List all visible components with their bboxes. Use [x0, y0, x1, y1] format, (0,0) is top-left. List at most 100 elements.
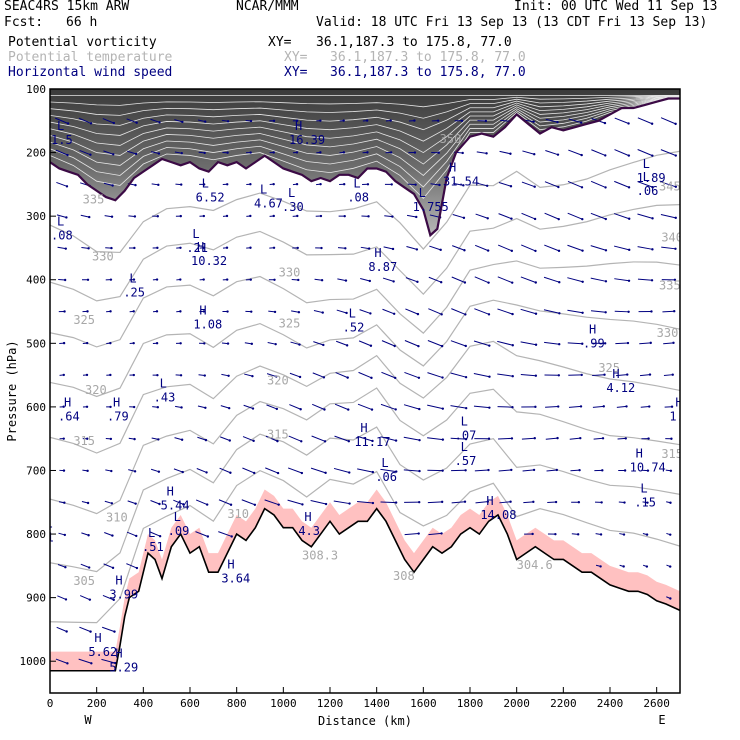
model-name: SEAC4RS 15km ARW — [4, 0, 130, 14]
wind-vector — [498, 182, 512, 187]
wind-vector — [474, 308, 490, 315]
wind-vector-head — [603, 342, 607, 345]
wind-vector — [428, 276, 442, 283]
wind-vector — [475, 501, 488, 504]
wind-vector-head — [367, 247, 371, 250]
wind-vector-head — [226, 342, 230, 345]
wind-vector-head — [366, 151, 369, 154]
wind-vector-head — [158, 121, 161, 124]
wind-vector-head — [272, 182, 275, 186]
wind-vector — [543, 309, 560, 314]
wind-vector — [637, 181, 653, 188]
wind-vector — [523, 501, 534, 504]
theta-contour-label: 340 — [661, 231, 683, 245]
extremum-value-label: .06 — [375, 470, 397, 484]
wind-vector-head — [272, 119, 276, 123]
wind-vector — [333, 500, 350, 505]
wind-vector-head — [511, 375, 514, 378]
terrain-outline — [50, 507, 680, 672]
wind-vector-head — [64, 598, 68, 601]
wind-vector-head — [464, 437, 468, 441]
wind-vector-head — [62, 437, 65, 440]
wind-vector-head — [532, 500, 535, 504]
wind-vector — [150, 500, 160, 505]
wind-vector — [79, 626, 91, 633]
extremum-kind-label: H — [113, 396, 120, 410]
wind-vector-head — [369, 312, 372, 315]
wind-vector-head — [626, 373, 629, 376]
wind-vector-head — [439, 281, 443, 284]
extremum-value-label: .07 — [455, 429, 477, 443]
wind-vector-head — [299, 408, 302, 411]
wind-vector — [474, 276, 489, 284]
wind-vector — [521, 437, 535, 440]
wind-vector — [103, 150, 114, 155]
wind-vector-head — [86, 278, 90, 281]
theta-contours — [50, 94, 680, 624]
wind-vector-head — [157, 470, 161, 473]
wind-vectors — [55, 117, 678, 665]
wind-vector-head — [273, 278, 276, 281]
wind-vector-head — [604, 249, 608, 252]
extremum-kind-label: L — [349, 307, 356, 321]
wind-vector-head — [645, 565, 649, 568]
extremum-kind-label: H — [94, 631, 101, 645]
extremum-kind-label: L — [160, 377, 167, 391]
wind-vector — [291, 310, 299, 313]
wind-vector — [384, 215, 393, 218]
wind-vector-head — [249, 214, 252, 218]
wind-vector — [569, 437, 581, 440]
extremum-kind-label: H — [360, 421, 367, 435]
extremum-value-label: 4.12 — [606, 381, 635, 395]
wind-vector — [310, 467, 326, 474]
wind-vector — [450, 437, 467, 440]
wind-vector-head — [600, 501, 603, 504]
wind-vector — [382, 308, 395, 315]
wind-vector-head — [532, 468, 536, 472]
wind-vector-head — [227, 406, 231, 410]
wind-vector-head — [438, 183, 441, 187]
extremum-kind-label: L — [202, 176, 209, 190]
wind-vector — [637, 246, 653, 250]
wind-vector-head — [487, 468, 490, 472]
wind-vector — [358, 340, 372, 347]
wind-vector — [81, 532, 89, 536]
wind-vector — [242, 467, 255, 474]
wind-vector-head — [674, 185, 678, 189]
wind-vector-head — [366, 183, 370, 186]
wind-vector-head — [417, 376, 421, 379]
wind-vector — [545, 437, 558, 440]
wind-vector-head — [226, 183, 229, 186]
wind-vector-head — [604, 311, 607, 314]
wind-vector — [334, 403, 349, 411]
wind-vector — [313, 309, 323, 314]
wind-vector-head — [464, 375, 468, 379]
wind-vector — [80, 214, 90, 218]
wind-vector-head — [671, 373, 674, 376]
wind-vector-head — [461, 151, 464, 155]
wind-vector-head — [650, 310, 653, 313]
wind-vector-head — [272, 246, 276, 250]
wind-vector-head — [345, 311, 348, 315]
wind-vector-head — [86, 310, 89, 313]
wind-vector — [637, 149, 653, 157]
extremum-value-label: 16.39 — [289, 133, 325, 147]
wind-vector-head — [249, 278, 252, 281]
wind-vector-head — [62, 469, 66, 472]
wind-vector-head — [301, 503, 304, 506]
wind-vector-head — [319, 214, 323, 218]
wind-vector-head — [365, 119, 369, 122]
wind-vector-head — [228, 439, 231, 442]
x-tick-label: 800 — [227, 697, 247, 710]
wind-vector-head — [132, 341, 135, 345]
wind-vector — [450, 340, 466, 347]
wind-vector-head — [628, 248, 631, 252]
wind-vector — [288, 435, 302, 442]
wind-vector-head — [179, 246, 182, 249]
extremum-kind-label: H — [167, 485, 174, 499]
wind-vector-head — [440, 313, 443, 316]
wind-vector-head — [669, 469, 673, 472]
wind-vector-head — [87, 566, 91, 569]
wind-vector-head — [485, 184, 489, 187]
theta-contour-label: 310 — [227, 507, 249, 521]
